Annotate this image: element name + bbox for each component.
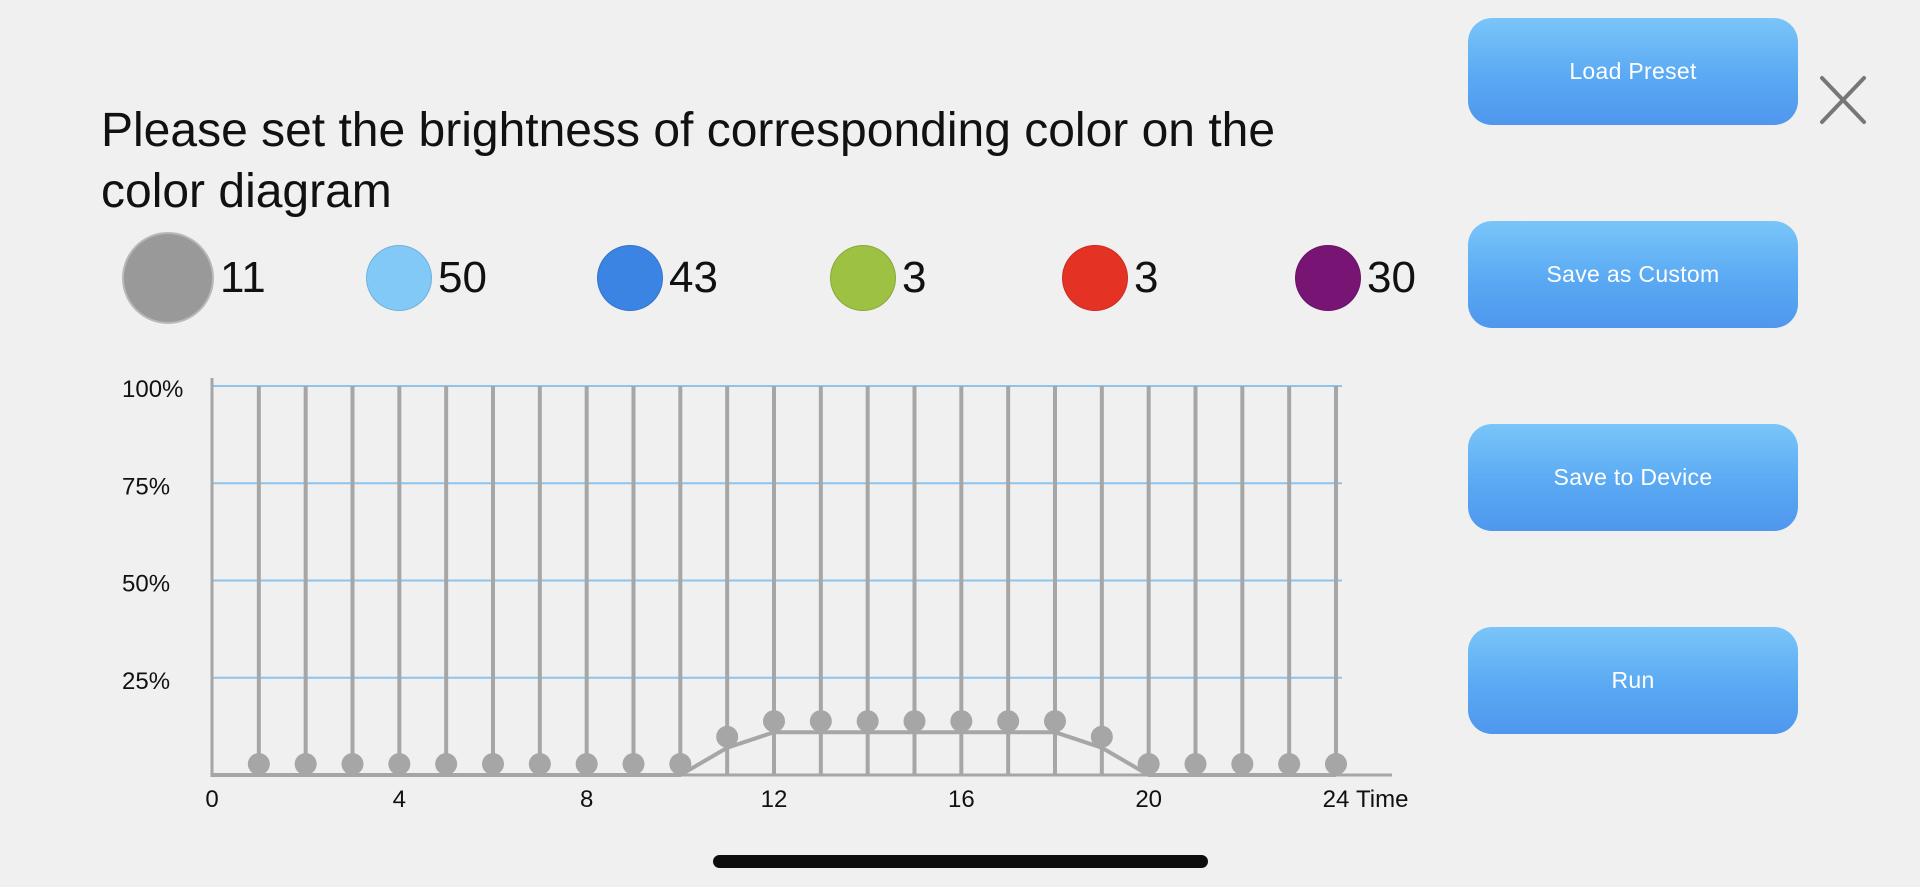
x-tick-label: 8	[580, 786, 593, 813]
brightness-handle[interactable]	[716, 725, 739, 748]
x-tick-label: 16	[948, 786, 975, 813]
gray-icon[interactable]	[122, 232, 214, 324]
purple-icon[interactable]	[1295, 245, 1361, 311]
home-indicator	[713, 855, 1208, 868]
blue-icon[interactable]	[597, 245, 663, 311]
brightness-handle[interactable]	[1137, 753, 1160, 775]
page-title: Please set the brightness of correspondi…	[101, 104, 1276, 218]
green-icon[interactable]	[830, 245, 896, 311]
save-as-custom-button[interactable]: Save as Custom	[1468, 221, 1798, 328]
brightness-handle[interactable]	[763, 710, 785, 733]
x-tick-label: 0	[205, 786, 218, 813]
load-preset-button[interactable]: Load Preset	[1468, 18, 1798, 125]
brightness-handle[interactable]	[435, 753, 458, 775]
y-tick-label: 50%	[122, 571, 170, 598]
brightness-handle[interactable]	[388, 753, 411, 775]
color-item[interactable]: 3	[830, 228, 926, 328]
close-icon[interactable]	[1818, 74, 1868, 126]
y-tick-label: 25%	[122, 668, 170, 695]
x-tick-label: 4	[393, 786, 406, 813]
color-item[interactable]: 11	[122, 228, 266, 328]
brightness-handle[interactable]	[482, 753, 504, 775]
color-item[interactable]: 50	[366, 228, 487, 328]
y-tick-label: 100%	[122, 376, 183, 403]
brightness-handle[interactable]	[247, 753, 270, 775]
color-brightness-value: 11	[220, 253, 266, 302]
color-selector-row: 11 50 43 3 3 30	[0, 228, 1440, 328]
color-brightness-value: 30	[1367, 253, 1416, 302]
brightness-handle[interactable]	[1231, 753, 1254, 775]
brightness-handle[interactable]	[622, 753, 645, 775]
x-tick-label: 24	[1323, 786, 1350, 813]
brightness-handle[interactable]	[950, 710, 973, 733]
brightness-chart[interactable]: 25% 50% 75% 100% 0 4 8 12 16 20 24 Time	[0, 360, 1440, 840]
brightness-handle[interactable]	[575, 753, 598, 775]
brightness-handle[interactable]	[1044, 710, 1066, 733]
y-tick-label: 75%	[122, 473, 170, 500]
brightness-handle[interactable]	[528, 753, 551, 775]
brightness-handle[interactable]	[809, 710, 832, 733]
x-tick-label: 12	[761, 786, 788, 813]
red-icon[interactable]	[1062, 245, 1128, 311]
brightness-handle[interactable]	[1184, 753, 1207, 775]
lightblue-icon[interactable]	[366, 245, 432, 311]
brightness-handle[interactable]	[997, 710, 1020, 733]
color-brightness-value: 50	[438, 253, 487, 302]
brightness-handle[interactable]	[341, 753, 364, 775]
brightness-handle[interactable]	[1325, 753, 1347, 775]
run-button[interactable]: Run	[1468, 627, 1798, 734]
brightness-handle[interactable]	[294, 753, 317, 775]
brightness-handle[interactable]	[856, 710, 879, 733]
color-brightness-value: 43	[669, 253, 718, 302]
save-to-device-button[interactable]: Save to Device	[1468, 424, 1798, 531]
color-item[interactable]: 3	[1062, 228, 1158, 328]
x-tick-label: 20	[1135, 786, 1162, 813]
x-axis-label: Time	[1356, 786, 1408, 813]
color-item[interactable]: 30	[1295, 228, 1416, 328]
brightness-handle[interactable]	[903, 710, 926, 733]
brightness-handle[interactable]	[1278, 753, 1301, 775]
color-item[interactable]: 43	[597, 228, 718, 328]
color-brightness-value: 3	[1134, 253, 1159, 302]
brightness-handle[interactable]	[669, 753, 692, 775]
brightness-handle[interactable]	[1090, 725, 1113, 748]
color-brightness-value: 3	[902, 253, 927, 302]
